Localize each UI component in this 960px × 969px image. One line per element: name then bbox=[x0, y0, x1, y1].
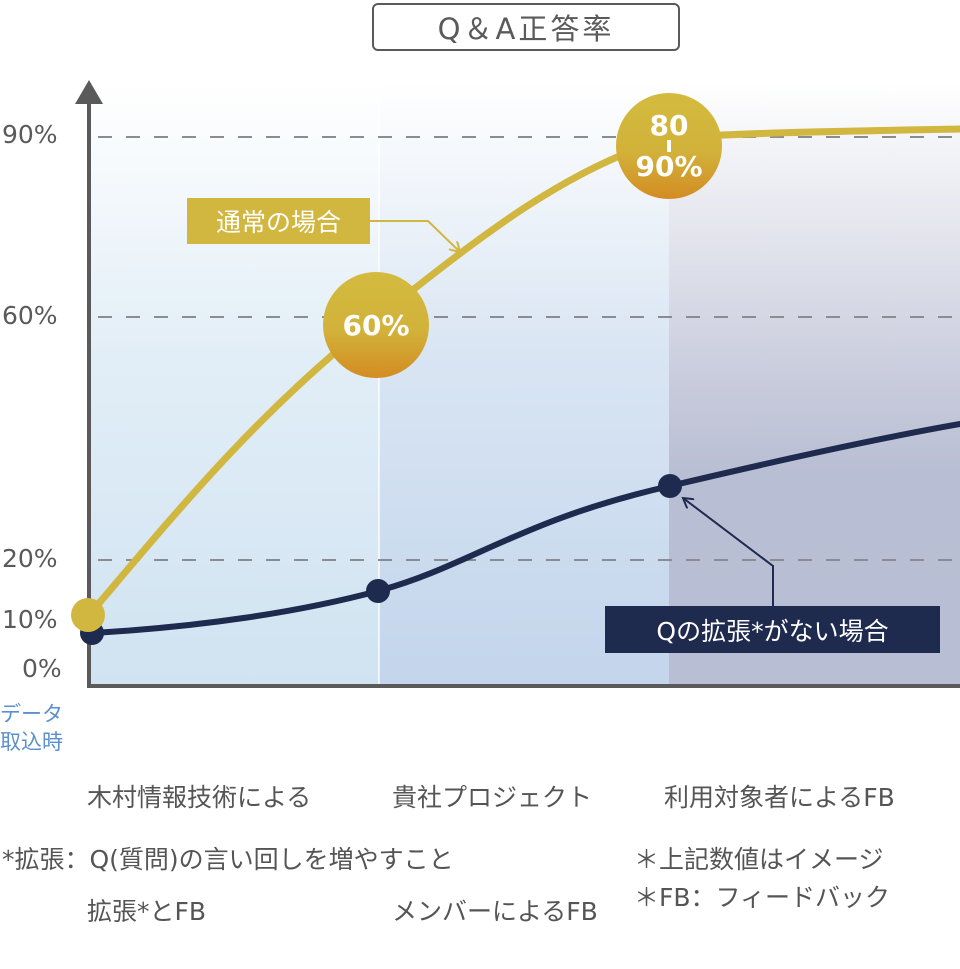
y-tick-10: 10% bbox=[2, 605, 58, 634]
x-category-2-line2: メンバーによるFB bbox=[392, 897, 598, 926]
footnote-fb: ＊FB：フィードバック bbox=[634, 883, 891, 912]
region-2-bg bbox=[379, 82, 669, 686]
bubble-90-text: 90% bbox=[635, 150, 703, 183]
chart-title: Q＆A正答率 bbox=[372, 3, 680, 51]
x-category-2: 貴社プロジェクト メンバーによるFB bbox=[392, 703, 598, 969]
series-normal-line bbox=[85, 125, 960, 619]
y-axis-arrow-icon bbox=[75, 80, 103, 104]
series-no-expansion-point bbox=[658, 474, 682, 498]
x-category-2-line1: 貴社プロジェクト bbox=[392, 783, 593, 812]
chart-canvas bbox=[71, 80, 960, 688]
series-no-expansion-point bbox=[366, 579, 390, 603]
y-tick-0: 0% bbox=[22, 654, 62, 683]
series-normal-point bbox=[71, 598, 105, 632]
y-tick-90: 90% bbox=[2, 120, 58, 149]
bubble-range-separator bbox=[667, 140, 671, 152]
y-tick-60: 60% bbox=[2, 301, 58, 330]
gridlines bbox=[98, 136, 960, 561]
x-category-1-line2: 拡張*とFB bbox=[87, 897, 207, 926]
y-tick-20: 20% bbox=[2, 544, 58, 573]
region-3-bg bbox=[669, 82, 960, 686]
x-origin-label-line2: 取込時 bbox=[0, 730, 63, 754]
series-no-expansion-line bbox=[89, 421, 960, 636]
x-category-1-line1: 木村情報技術による bbox=[87, 783, 312, 812]
bubble-80-text: 80 bbox=[649, 109, 689, 142]
bubble-80-90-percent: 80 90% bbox=[616, 93, 722, 199]
legend-no-expansion-connector bbox=[683, 498, 774, 606]
x-category-3: 利用対象者によるFB bbox=[664, 703, 895, 855]
x-category-3-line1: 利用対象者によるFB bbox=[664, 783, 895, 812]
footnote-image-note: ＊上記数値はイメージ bbox=[634, 845, 884, 874]
bubble-60-percent: 60% bbox=[323, 272, 429, 378]
legend-no-expansion: Qの拡張*がない場合 bbox=[605, 606, 940, 653]
bubble-60-text: 60% bbox=[342, 308, 410, 342]
x-origin-label: データ 取込時 bbox=[0, 700, 63, 756]
x-origin-label-line1: データ bbox=[0, 702, 63, 726]
region-1-bg bbox=[91, 82, 379, 686]
legend-normal-connector bbox=[370, 220, 460, 252]
legend-normal: 通常の場合 bbox=[187, 198, 370, 244]
x-category-1: 木村情報技術による 拡張*とFB bbox=[87, 703, 311, 969]
footnote-expansion: *拡張：Q(質問)の言い回しを増やすこと bbox=[2, 845, 454, 874]
